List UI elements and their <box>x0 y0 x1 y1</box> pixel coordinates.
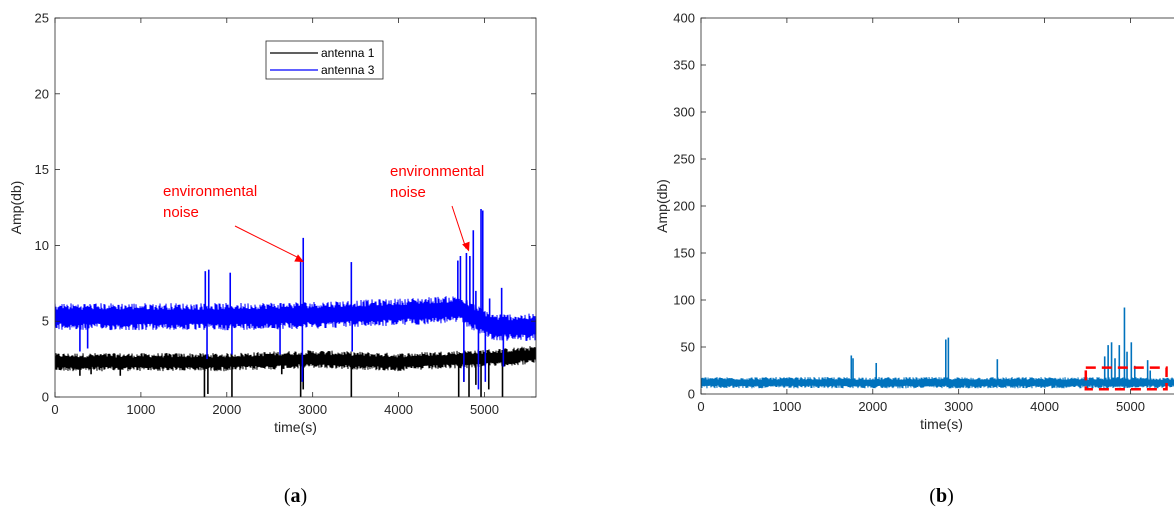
x-tick-label: 3000 <box>944 399 973 414</box>
y-tick-label: 25 <box>35 11 49 26</box>
y-axis-label: Amp(db) <box>8 181 24 235</box>
legend-box <box>265 40 384 80</box>
axes-box <box>54 17 537 398</box>
chart-a: 0 1000 2000 3000 4000 5000 0 5 10 15 20 25 time(s) Am… <box>8 11 537 507</box>
annotation-arrowhead <box>462 241 470 252</box>
annotation-arrowhead <box>294 254 305 263</box>
panel-label: (b) <box>929 485 953 507</box>
x-tick-label: 1000 <box>772 399 801 414</box>
x-tick-label: 3000 <box>298 402 327 417</box>
legend: antenna 1 antenna 3 <box>265 40 384 80</box>
y-tick-label: 50 <box>681 340 695 355</box>
plot-area <box>701 307 1174 389</box>
legend-label-0: antenna 1 <box>321 46 375 60</box>
y-tick-label: 15 <box>35 162 49 177</box>
annotation-text: noise <box>390 184 426 201</box>
y-tick-label: 200 <box>673 199 695 214</box>
legend-label-1: antenna 3 <box>321 63 375 77</box>
x-axis-label: time(s) <box>274 419 317 435</box>
x-tick-label: 5000 <box>1116 399 1145 414</box>
x-axis-label: time(s) <box>920 416 963 432</box>
x-tick-label: 2000 <box>212 402 241 417</box>
series-line-0 <box>55 346 536 372</box>
y-tick-label: 0 <box>42 390 49 405</box>
annotation-text: environmental <box>163 183 257 200</box>
annotation-arrow <box>234 225 302 260</box>
y-tick-label: 150 <box>673 246 695 261</box>
series-line-1 <box>55 296 536 341</box>
chart-b: 0 1000 2000 3000 4000 5000 0 50 100 150 200 250 300 3… <box>654 11 1174 507</box>
panel-label: (a) <box>284 485 307 507</box>
y-tick-label: 350 <box>673 58 695 73</box>
axes-box <box>700 17 1174 395</box>
x-tick-label: 0 <box>697 399 704 414</box>
y-tick-label: 300 <box>673 105 695 120</box>
y-tick-label: 5 <box>42 314 49 329</box>
x-tick-label: 5000 <box>470 402 499 417</box>
y-tick-label: 250 <box>673 152 695 167</box>
y-tick-label: 20 <box>35 86 49 101</box>
highlight-box <box>1084 366 1168 391</box>
x-tick-label: 0 <box>51 402 58 417</box>
y-tick-label: 10 <box>35 238 49 253</box>
y-tick-label: 0 <box>688 387 695 402</box>
y-tick-label: 400 <box>673 11 695 26</box>
annotation-text: noise <box>163 204 199 221</box>
y-axis-label: Amp(db) <box>654 179 670 233</box>
plot-area <box>55 209 536 397</box>
x-tick-label: 4000 <box>1030 399 1059 414</box>
annotation-text: environmental <box>390 163 484 180</box>
series-line-0 <box>701 377 1174 389</box>
x-tick-label: 4000 <box>384 402 413 417</box>
annotation-arrow <box>451 205 467 249</box>
x-tick-label: 2000 <box>858 399 887 414</box>
x-tick-label: 1000 <box>126 402 155 417</box>
y-tick-label: 100 <box>673 293 695 308</box>
